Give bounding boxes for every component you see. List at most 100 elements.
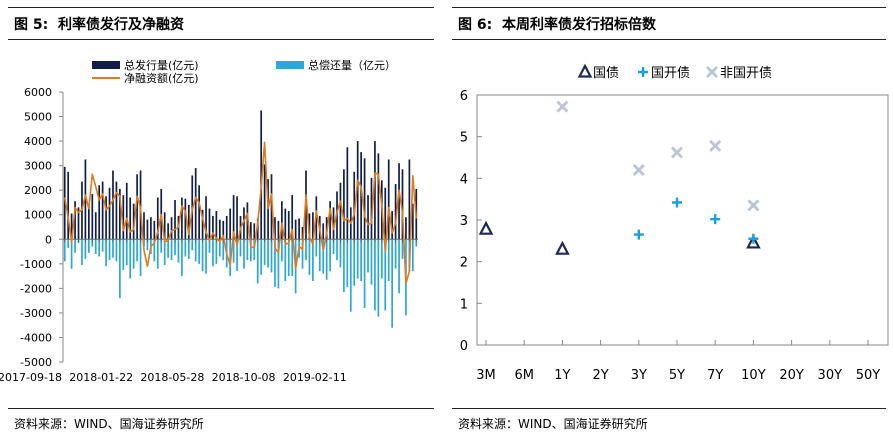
title-underline-left bbox=[8, 39, 434, 40]
repayment-bar bbox=[291, 239, 294, 277]
guokai-point bbox=[710, 214, 721, 225]
repayment-bar bbox=[122, 239, 125, 270]
repayment-bar bbox=[139, 239, 142, 277]
guozhai-point bbox=[555, 240, 570, 255]
y-tick-label: 4000 bbox=[24, 135, 52, 148]
repayment-bar bbox=[108, 239, 111, 261]
issuance-bar bbox=[277, 220, 280, 240]
legend-swatch-issuance bbox=[92, 61, 120, 69]
repayment-bar bbox=[281, 239, 283, 262]
repayment-bar bbox=[339, 239, 342, 268]
repayment-bar bbox=[322, 239, 325, 274]
legend-label-feiguokai: 非国开债 bbox=[720, 66, 772, 81]
issuance-bar bbox=[74, 201, 76, 240]
y-tick-label: 5000 bbox=[24, 111, 52, 124]
y-tick-label: -3000 bbox=[20, 307, 52, 320]
legend-label-issuance: 总发行量(亿元) bbox=[124, 58, 199, 72]
issuance-bar bbox=[163, 212, 166, 240]
issuance-bar bbox=[222, 220, 225, 240]
repayment-bar bbox=[74, 239, 76, 253]
source-note-right: 资料来源：WIND、国海证券研究所 bbox=[458, 417, 648, 431]
issuance-bar bbox=[339, 182, 342, 240]
issuance-bar bbox=[332, 207, 335, 240]
issuance-bar bbox=[411, 203, 414, 240]
issuance-bar bbox=[143, 212, 145, 240]
repayment-bar bbox=[353, 239, 356, 286]
issuance-bar bbox=[87, 206, 90, 240]
issuance-bar bbox=[367, 195, 369, 240]
repayment-bar bbox=[325, 239, 328, 280]
issuance-bar bbox=[408, 159, 411, 240]
feiguokai-point bbox=[556, 100, 569, 113]
issuance-bar bbox=[91, 193, 94, 240]
repayment-bar bbox=[232, 239, 235, 263]
guokai-point bbox=[748, 233, 759, 244]
repayment-bar bbox=[177, 239, 180, 263]
repayment-bar bbox=[156, 239, 159, 269]
x-tick-label: 2018-05-28 bbox=[140, 371, 204, 384]
repayment-bar bbox=[315, 239, 318, 257]
issuance-bar bbox=[232, 195, 235, 240]
issuance-bar bbox=[405, 217, 407, 240]
issuance-bar bbox=[225, 215, 228, 240]
issuance-chart: 6000 5000 4000 3000 2000 1000 0 -1000 -2000 -3000… bbox=[0, 58, 418, 384]
y-tick-label: -1000 bbox=[20, 258, 52, 271]
issuance-bar bbox=[150, 217, 152, 240]
repayment-bar bbox=[119, 239, 121, 299]
x-tick-label: 2018-10-08 bbox=[212, 371, 276, 384]
issuance-bar bbox=[356, 141, 359, 240]
issuance-bar bbox=[194, 168, 197, 240]
repayment-bar bbox=[260, 239, 263, 275]
issuance-bar bbox=[291, 195, 294, 240]
issuance-bar bbox=[322, 223, 325, 240]
legend-marker-guokai bbox=[638, 67, 648, 77]
issuance-bar bbox=[201, 209, 204, 240]
repayment-bar bbox=[346, 239, 349, 288]
repayment-bar bbox=[205, 239, 207, 274]
legend-marker-guozhai bbox=[577, 63, 593, 78]
repayment-bar bbox=[398, 239, 400, 294]
repayment-bar bbox=[63, 239, 66, 262]
issuance-bar bbox=[105, 196, 107, 240]
repayment-bar bbox=[94, 239, 97, 254]
x-tick-label: 2018-01-22 bbox=[69, 371, 133, 384]
x-tick-label: 20Y bbox=[779, 368, 804, 383]
issuance-bar bbox=[187, 204, 190, 240]
repayment-bar bbox=[308, 239, 311, 275]
issuance-bar bbox=[98, 185, 101, 240]
legend-swatch-repayment bbox=[276, 61, 304, 69]
source-note-left: 资料来源：WIND、国海证券研究所 bbox=[14, 417, 204, 431]
issuance-bar bbox=[249, 222, 252, 240]
issuance-bar bbox=[156, 197, 159, 240]
repayment-bar bbox=[146, 239, 149, 251]
x-tick-label: 7Y bbox=[707, 368, 723, 383]
repayment-bar bbox=[370, 239, 373, 285]
issuance-bar bbox=[170, 217, 173, 240]
issuance-bar bbox=[198, 185, 200, 240]
x-tick-label: 3M bbox=[476, 368, 496, 383]
issuance-bar bbox=[398, 163, 400, 240]
issuance-bar bbox=[215, 211, 218, 240]
repayment-bar bbox=[349, 239, 352, 312]
issuance-bar bbox=[129, 197, 132, 240]
repayment-bar bbox=[170, 239, 173, 261]
y-tick-label: 0 bbox=[460, 339, 468, 354]
repayment-bar bbox=[67, 239, 70, 248]
y-tick-label: 3 bbox=[460, 214, 468, 229]
issuance-bar bbox=[394, 184, 397, 240]
repayment-bar bbox=[112, 239, 114, 258]
repayment-bar bbox=[394, 239, 397, 269]
repayment-bar bbox=[184, 239, 187, 257]
repayment-bar bbox=[391, 239, 394, 328]
y-tick-label: 6000 bbox=[24, 86, 52, 99]
repayment-bar bbox=[249, 239, 252, 262]
y-tick-label: -4000 bbox=[20, 331, 52, 344]
issuance-bar bbox=[274, 217, 276, 240]
repayment-bar bbox=[208, 239, 211, 253]
repayment-bar bbox=[329, 239, 331, 272]
repayment-bar bbox=[287, 239, 290, 277]
repayment-bar bbox=[277, 239, 280, 289]
y-tick-label: 1 bbox=[460, 297, 468, 312]
title-rule-right bbox=[452, 7, 886, 8]
issuance-bar bbox=[101, 181, 104, 240]
